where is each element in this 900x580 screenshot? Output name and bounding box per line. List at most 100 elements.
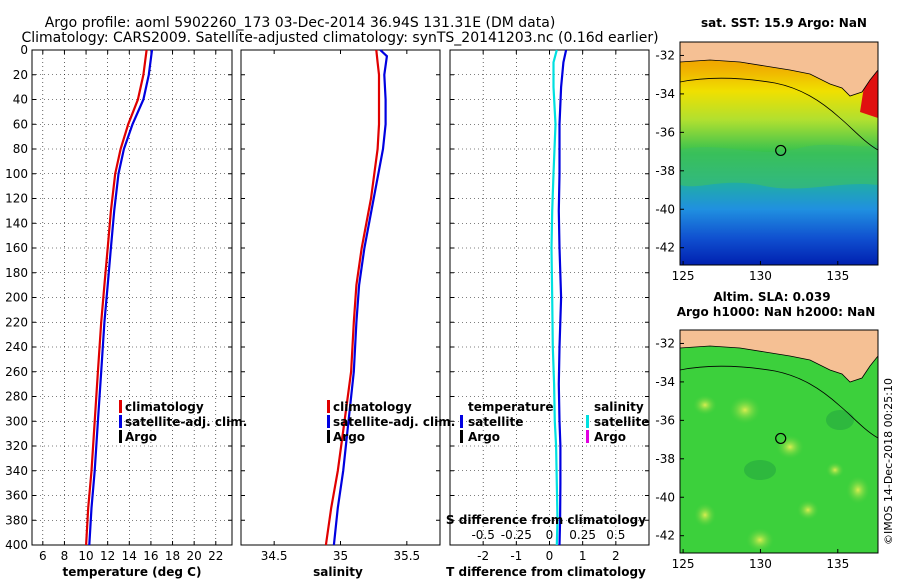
difference-grid <box>450 49 649 546</box>
x-tick-label: 22 <box>208 549 223 563</box>
sla-map-frame <box>679 329 879 554</box>
x-tick-label: 6 <box>39 549 47 563</box>
s-difference-tick-label: 0 <box>546 528 554 542</box>
x-tick-label: 35.5 <box>393 549 420 563</box>
lat-tick-label: -36 <box>655 125 675 139</box>
legend-label-climatology: climatology <box>333 400 412 414</box>
s-difference-tick-label: -0.25 <box>501 528 532 542</box>
x-tick-label: -1 <box>510 549 522 563</box>
sla-anomaly-blob <box>694 503 716 527</box>
s-difference-tick-label: -0.5 <box>471 528 494 542</box>
depth-tick-label: 120 <box>5 192 28 206</box>
s-difference-tick-label: 0.25 <box>569 528 596 542</box>
x-tick-label: 2 <box>612 549 620 563</box>
legend-label-s-satellite: satellite <box>594 415 649 429</box>
salinity-satellite-adj-line <box>332 49 389 546</box>
lat-tick-label: -42 <box>655 529 675 543</box>
s-difference-tick-labels: -0.5 -0.25 0 0.25 0.5 <box>471 528 625 542</box>
depth-tick-label: 0 <box>20 43 28 57</box>
sla-land <box>680 330 878 383</box>
legend-swatch-satellite-adj <box>327 415 330 428</box>
depth-tick-label: 180 <box>5 266 28 280</box>
x-tick-label: -2 <box>477 549 489 563</box>
salinity-climatology-line <box>324 49 381 546</box>
depth-tick-label: 280 <box>5 390 28 404</box>
salinity-tick-labels: 34.5 35 35.5 <box>241 49 440 563</box>
salinity-xlabel: salinity <box>313 565 363 579</box>
depth-tick-label: 340 <box>5 464 28 478</box>
depth-tick-label: 40 <box>13 93 28 107</box>
sla-anomaly-blob <box>729 396 761 424</box>
difference-legend-salinity: salinity satellite Argo <box>586 400 649 444</box>
legend-label-s-argo: Argo <box>594 430 626 444</box>
depth-tick-label: 400 <box>5 538 28 552</box>
legend-label-satellite-adj: satellite-adj. clim. <box>333 415 455 429</box>
sla-map-title-1: Altim. SLA: 0.039 <box>713 290 830 304</box>
lat-tick-label: -34 <box>655 375 675 389</box>
t-difference-xlabel: T difference from climatology <box>446 565 646 579</box>
legend-label-satellite-adj: satellite-adj. clim. <box>125 415 247 429</box>
x-tick-label: 0 <box>546 549 554 563</box>
legend-swatch-argo <box>327 430 330 443</box>
legend-label-argo: Argo <box>125 430 157 444</box>
temperature-satellite-adj-line <box>88 49 154 546</box>
imos-credit: ©IMOS 14-Dec-2018 00:25:10 <box>882 378 895 545</box>
legend-swatch-climatology <box>327 400 330 413</box>
sla-anomaly-blob <box>826 462 844 478</box>
sst-map-panel: sat. SST: 15.9 Argo: NaN 125 130 135 -32-3… <box>655 16 879 283</box>
sla-map-title-2: Argo h1000: NaN h2000: NaN <box>677 305 876 319</box>
temperature-legend: climatology satellite-adj. clim. Argo <box>119 400 247 444</box>
lat-tick-label: -36 <box>655 413 675 427</box>
x-tick-label: 20 <box>187 549 202 563</box>
title-line-1: Argo profile: aoml 5902260_173 03-Dec-20… <box>45 15 556 31</box>
salinity-panel: 34.5 35 35.5 salinity climatology satellit… <box>240 49 455 579</box>
sst-land <box>680 42 878 97</box>
depth-tick-label: 140 <box>5 216 28 230</box>
temperature-panel: 0 20 40 60 80 100 120 140 160 180 200 220 240 260 280 3… <box>5 43 247 579</box>
x-tick-label: 14 <box>122 549 137 563</box>
x-tick-label: 12 <box>100 549 115 563</box>
depth-tick-label: 220 <box>5 315 28 329</box>
title-line-2: Climatology: CARS2009. Satellite-adjuste… <box>21 30 658 46</box>
temperature-xlabel: temperature (deg C) <box>63 565 202 579</box>
sla-anomaly-blob <box>776 435 804 459</box>
depth-tick-label: 80 <box>13 142 28 156</box>
sst-map-title: sat. SST: 15.9 Argo: NaN <box>701 16 867 30</box>
legend-swatch-argo <box>119 430 122 443</box>
temperature-tick-labels: 6 8 10 12 14 16 18 20 22 <box>32 49 232 563</box>
depth-tick-label: 260 <box>5 365 28 379</box>
sla-low-patch <box>744 460 776 480</box>
sla-argo-position-marker <box>775 432 787 445</box>
lon-tick-label: 125 <box>672 269 695 283</box>
depth-tick-labels: 0 20 40 60 80 100 120 140 160 180 200 220 240 260 280 3… <box>5 43 28 552</box>
x-tick-label: 16 <box>143 549 158 563</box>
depth-tick-label: 60 <box>13 117 28 131</box>
x-tick-label: 1 <box>579 549 587 563</box>
sst-lat-tick-labels: -32 -34 -36 -38 -40 -42 <box>655 48 684 255</box>
depth-tick-label: 320 <box>5 439 28 453</box>
sla-anomaly-blob <box>797 500 819 520</box>
lat-tick-label: -40 <box>655 490 675 504</box>
t-difference-tick-labels: -2 -1 0 1 2 <box>450 49 649 563</box>
x-tick-label: 8 <box>61 549 69 563</box>
temperature-climatology-line <box>85 49 148 546</box>
lat-tick-label: -38 <box>655 164 675 178</box>
lon-tick-label: 130 <box>749 269 772 283</box>
legend-swatch-s-argo <box>586 430 589 443</box>
sst-warm-edge <box>860 65 878 118</box>
sst-cold-band <box>680 144 878 189</box>
depth-tick-label: 100 <box>5 167 28 181</box>
x-tick-label: 35 <box>333 549 348 563</box>
salinity-legend: climatology satellite-adj. clim. Argo <box>327 400 455 444</box>
lon-tick-label: 125 <box>672 557 695 571</box>
depth-tick-label: 380 <box>5 513 28 527</box>
difference-legend-temperature: temperature satellite Argo <box>460 400 553 444</box>
lat-tick-label: -38 <box>655 452 675 466</box>
legend-swatch-s-satellite <box>586 415 589 428</box>
lon-tick-label: 130 <box>749 557 772 571</box>
s-difference-axis-label: S difference from climatology <box>446 513 646 527</box>
sla-map-panel: Altim. SLA: 0.039 Argo h1000: NaN h2000:… <box>655 290 879 571</box>
sst-argo-position-marker <box>775 144 787 157</box>
lat-tick-label: -34 <box>655 87 675 101</box>
legend-label-t-satellite: satellite <box>468 415 523 429</box>
